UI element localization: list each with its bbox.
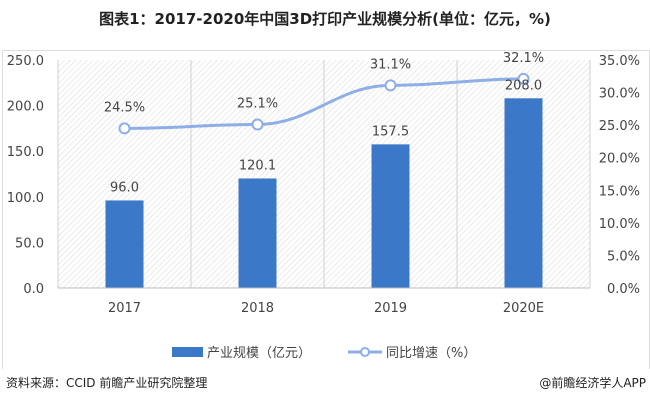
credit-note: @前瞻经济学人APP: [539, 376, 646, 390]
left-tick-label: 250.0: [7, 54, 44, 69]
x-tick-label: 2017: [108, 301, 141, 316]
right-tick-label: 20.0%: [599, 152, 640, 167]
right-tick-label: 0.0%: [607, 282, 640, 297]
growth-data-label: 24.5%: [104, 100, 145, 115]
right-tick-label: 10.0%: [599, 217, 640, 232]
left-tick-label: 200.0: [7, 100, 44, 115]
x-tick-label: 2018: [241, 301, 274, 316]
right-tick-label: 25.0%: [599, 119, 640, 134]
bar-data-label: 208.0: [505, 78, 542, 93]
growth-data-label: 25.1%: [237, 96, 278, 111]
left-tick-label: 100.0: [7, 191, 44, 206]
x-tick-label: 2020E: [503, 301, 544, 316]
bar-data-label: 120.1: [239, 158, 276, 173]
x-tick-label: 2019: [374, 301, 407, 316]
bar: [371, 144, 410, 288]
bar: [504, 98, 543, 288]
legend-bar: 产业规模（亿元）: [172, 342, 311, 361]
legend-line-marker-icon: [348, 346, 382, 357]
right-tick-label: 30.0%: [599, 87, 640, 102]
bar-data-label: 157.5: [372, 124, 409, 139]
growth-point: [517, 72, 530, 85]
growth-point: [384, 79, 397, 92]
bar: [105, 200, 144, 288]
left-tick-label: 150.0: [7, 145, 44, 160]
bar-data-label: 96.0: [110, 180, 139, 195]
right-tick-label: 35.0%: [599, 54, 640, 69]
legend-bar-swatch: [172, 346, 203, 357]
growth-point: [251, 118, 264, 131]
right-tick-label: 5.0%: [607, 249, 640, 264]
growth-line: [124, 77, 524, 130]
growth-data-label: 31.1%: [370, 57, 411, 72]
legend-line-label: 同比增速（%）: [386, 346, 477, 361]
right-tick-label: 15.0%: [599, 184, 640, 199]
growth-point: [118, 122, 131, 135]
growth-data-label: 32.1%: [503, 51, 544, 66]
source-note: 资料来源：CCID 前瞻产业研究院整理: [6, 376, 208, 390]
left-tick-label: 0.0: [23, 282, 44, 297]
chart-title: 图表1：2017-2020年中国3D打印产业规模分析(单位：亿元，%): [99, 10, 551, 28]
left-tick-label: 50.0: [15, 236, 44, 251]
bar: [238, 178, 277, 288]
legend-bar-label: 产业规模（亿元）: [207, 346, 312, 361]
legend-line: 同比增速（%）: [348, 342, 476, 361]
